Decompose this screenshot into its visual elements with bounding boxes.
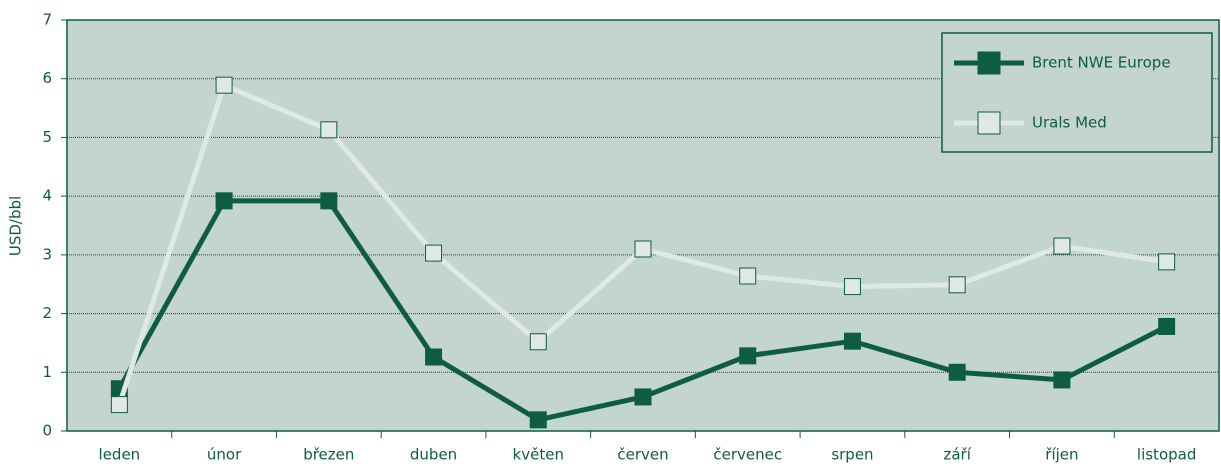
x-tick-label: leden: [99, 446, 141, 464]
y-tick-label: 6: [42, 69, 52, 87]
marker: [843, 332, 861, 350]
marker: [215, 192, 233, 210]
x-tick-label: srpen: [831, 446, 873, 464]
x-tick-label: září: [943, 446, 971, 464]
plot-border: [66, 19, 1220, 432]
x-tick-label: červen: [617, 446, 668, 464]
y-tick-label: 4: [42, 187, 52, 205]
marker: [1158, 317, 1176, 335]
y-tick-label: 5: [42, 128, 52, 146]
y-tick-label: 1: [42, 363, 52, 381]
marker: [425, 348, 443, 366]
marker: [110, 396, 128, 414]
marker: [1158, 253, 1176, 271]
x-tick-label: březen: [303, 446, 354, 464]
legend-marker: [977, 51, 1001, 75]
y-tick-label: 3: [42, 245, 52, 263]
y-tick-label: 7: [42, 11, 52, 29]
x-tick-label: květen: [513, 446, 564, 464]
marker: [1053, 371, 1071, 389]
marker: [529, 333, 547, 351]
x-tick-label: duben: [410, 446, 457, 464]
y-tick-label: 2: [42, 304, 52, 322]
x-tick-label: únor: [207, 446, 242, 464]
legend-label: Urals Med: [1032, 114, 1107, 132]
legend-label: Brent NWE Europe: [1032, 54, 1171, 72]
marker: [739, 267, 757, 285]
marker: [425, 244, 443, 262]
x-tick-label: listopad: [1137, 446, 1196, 464]
y-axis-label: USD/bbl: [7, 196, 25, 256]
legend-marker: [977, 111, 1001, 135]
marker: [320, 121, 338, 139]
marker: [843, 278, 861, 296]
marker: [215, 76, 233, 94]
marker: [948, 276, 966, 294]
x-tick-label: červenec: [713, 446, 782, 464]
marker: [529, 411, 547, 429]
marker: [739, 347, 757, 365]
marker: [948, 363, 966, 381]
y-tick-label: 0: [42, 422, 52, 440]
marker: [634, 240, 652, 258]
marker: [1053, 237, 1071, 255]
marker: [320, 192, 338, 210]
x-tick-label: říjen: [1045, 446, 1078, 464]
marker: [634, 388, 652, 406]
